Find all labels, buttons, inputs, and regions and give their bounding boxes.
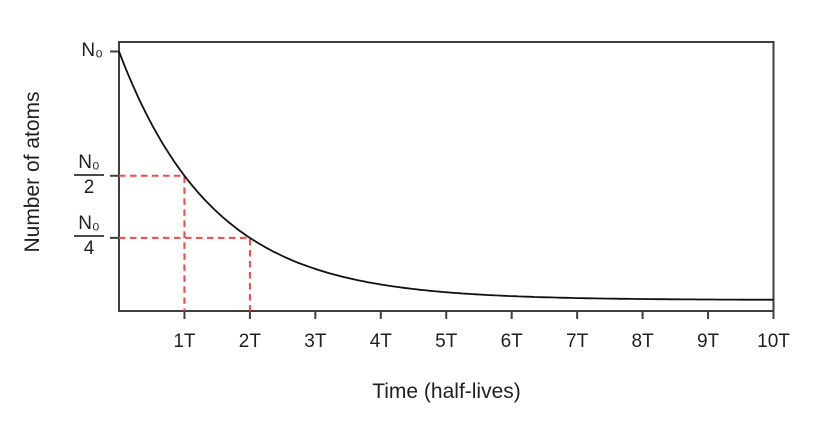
x-axis-title: Time (half-lives) <box>372 380 521 403</box>
y-tick-label-n0: N₀ <box>81 40 103 61</box>
fraction-denominator: 4 <box>83 238 95 259</box>
guide-line <box>119 236 251 311</box>
x-axis-ticks <box>183 311 775 319</box>
fraction-bar <box>74 174 104 176</box>
y-axis-ticks <box>110 50 119 239</box>
y-tick-label-n0-quarter: N₀ 4 <box>70 212 108 260</box>
x-tick-label: 10T <box>757 331 790 352</box>
x-tick-label: 4T <box>369 331 392 352</box>
halflife-guide-lines <box>119 174 251 311</box>
fraction-numerator: N₀ <box>78 152 100 173</box>
x-tick-label: 9T <box>696 331 720 352</box>
x-tick-label: 3T <box>304 331 327 352</box>
x-tick-label: 6T <box>500 331 523 352</box>
x-tick-label: 5T <box>435 331 458 352</box>
y-tick-label-n0-half: N₀ 2 <box>70 151 108 199</box>
fraction-bar <box>74 235 104 237</box>
decay-curve <box>118 51 774 301</box>
x-tick-label: 1T <box>173 331 196 352</box>
x-tick-label: 2T <box>238 331 261 352</box>
fraction-numerator: N₀ <box>78 213 100 234</box>
x-tick-label: 8T <box>631 331 654 352</box>
guide-line <box>119 174 186 311</box>
fraction-denominator: 2 <box>83 177 95 198</box>
y-axis-title: Number of atoms <box>21 91 44 253</box>
x-tick-label: 7T <box>566 331 589 352</box>
plot-border <box>118 41 775 312</box>
